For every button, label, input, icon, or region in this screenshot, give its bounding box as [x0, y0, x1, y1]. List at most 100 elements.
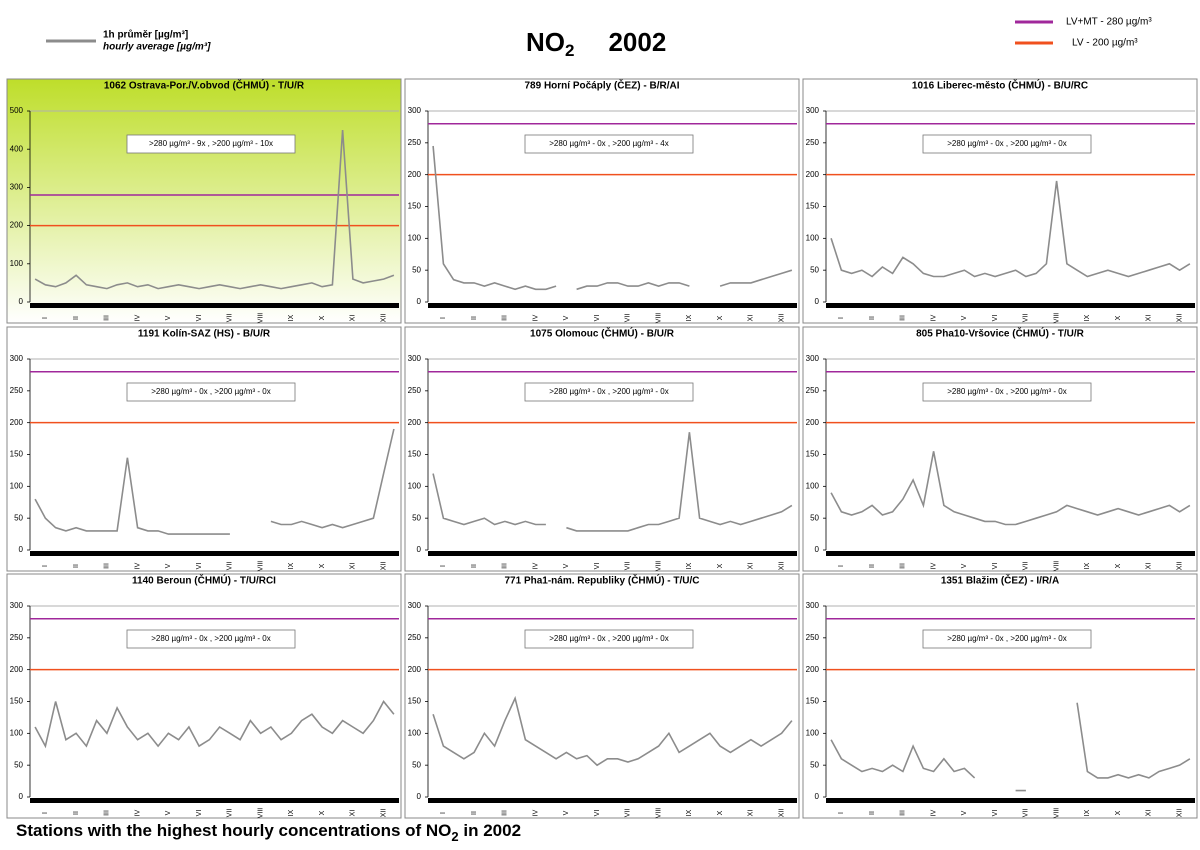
x-tick-label: III	[104, 810, 111, 816]
x-axis-bar	[826, 303, 1195, 308]
annotation: >280 µg/m³ - 0x , >200 µg/m³ - 0x	[549, 634, 669, 643]
x-tick-label: III	[900, 563, 907, 569]
y-tick-label: 300	[806, 354, 820, 363]
y-tick-label: 0	[417, 792, 422, 801]
x-tick-label: IX	[1084, 562, 1091, 569]
x-tick-label: XI	[1146, 563, 1153, 570]
x-tick-label: IV	[134, 809, 141, 816]
x-tick-label: XII	[380, 314, 387, 323]
y-tick-label: 100	[806, 728, 820, 737]
y-tick-label: 300	[10, 183, 24, 192]
y-tick-label: 100	[806, 481, 820, 490]
panel-title: 771 Pha1-nám. Republiky (ČHMÚ) - T/U/C	[504, 574, 699, 587]
x-tick-label: II	[73, 564, 80, 568]
x-tick-label: V	[961, 563, 968, 568]
y-tick-label: 0	[19, 297, 24, 306]
x-tick-label: V	[165, 315, 172, 320]
x-tick-label: V	[563, 810, 570, 815]
x-tick-label: I	[42, 812, 49, 814]
x-axis-bar	[826, 798, 1195, 803]
x-tick-label: IX	[686, 562, 693, 569]
y-tick-label: 100	[10, 728, 24, 737]
x-tick-label: VI	[992, 315, 999, 322]
annotation-box	[126, 629, 296, 649]
x-tick-label: V	[961, 315, 968, 320]
legend-label: hourly average [µg/m³]	[103, 42, 211, 53]
y-tick-label: 150	[806, 202, 820, 211]
y-tick-label: 250	[10, 386, 24, 395]
y-tick-label: 200	[408, 665, 422, 674]
x-tick-label: I	[838, 317, 845, 319]
footer-main: Stations with the highest hourly concent…	[16, 821, 451, 840]
x-tick-label: III	[502, 810, 509, 816]
annotation: >280 µg/m³ - 0x , >200 µg/m³ - 0x	[947, 139, 1067, 148]
y-tick-label: 150	[10, 697, 24, 706]
x-tick-label: X	[319, 563, 326, 568]
panel-title: 789 Horní Počáply (ČEZ) - B/R/AI	[524, 79, 679, 92]
x-tick-label: II	[869, 811, 876, 815]
y-tick-label: 150	[10, 450, 24, 459]
y-tick-label: 150	[806, 450, 820, 459]
x-tick-label: IX	[1084, 314, 1091, 321]
y-tick-label: 150	[408, 450, 422, 459]
x-tick-label: IV	[532, 562, 539, 569]
x-tick-label: XI	[1146, 315, 1153, 322]
x-tick-label: IV	[532, 809, 539, 816]
panel	[404, 78, 800, 324]
y-tick-label: 0	[19, 792, 24, 801]
x-tick-label: VI	[594, 810, 601, 817]
x-tick-label: VIII	[1053, 561, 1060, 572]
y-tick-label: 100	[10, 481, 24, 490]
y-tick-label: 300	[10, 601, 24, 610]
x-tick-label: XI	[350, 810, 357, 817]
data-line	[34, 428, 395, 535]
annotation-box	[524, 629, 694, 649]
x-tick-label: IV	[134, 562, 141, 569]
x-axis-bar	[30, 551, 399, 556]
panel	[404, 326, 800, 572]
title-sub: 2	[565, 41, 574, 60]
x-tick-label: X	[1115, 563, 1122, 568]
x-tick-label: III	[900, 315, 907, 321]
x-tick-label: I	[42, 565, 49, 567]
annotation: >280 µg/m³ - 0x , >200 µg/m³ - 0x	[947, 387, 1067, 396]
x-tick-label: XII	[380, 562, 387, 571]
x-axis-bar	[30, 303, 399, 308]
panel	[6, 573, 402, 819]
x-tick-label: III	[502, 315, 509, 321]
legend-label: 1h průměr [µg/m³]	[103, 29, 188, 41]
annotation: >280 µg/m³ - 9x , >200 µg/m³ - 10x	[149, 139, 273, 148]
x-tick-label: II	[471, 316, 478, 320]
annotation-box	[922, 629, 1092, 649]
main-title: NO2 2002	[526, 27, 666, 61]
x-tick-label: V	[563, 563, 570, 568]
x-tick-label: VII	[625, 562, 632, 571]
panel-title: 1016 Liberec-město (ČHMÚ) - B/U/RC	[912, 79, 1088, 92]
x-tick-label: VI	[594, 315, 601, 322]
x-tick-label: VII	[227, 809, 234, 818]
y-tick-label: 50	[412, 760, 421, 769]
x-tick-label: I	[838, 812, 845, 814]
x-tick-label: IV	[134, 314, 141, 321]
x-tick-label: IX	[288, 314, 295, 321]
y-tick-label: 200	[806, 170, 820, 179]
x-tick-label: III	[104, 563, 111, 569]
x-tick-label: X	[1115, 315, 1122, 320]
panel	[802, 573, 1198, 819]
x-tick-label: IV	[532, 314, 539, 321]
x-tick-label: VI	[992, 563, 999, 570]
y-tick-label: 250	[408, 138, 422, 147]
y-tick-label: 100	[10, 259, 24, 268]
y-tick-label: 300	[408, 601, 422, 610]
y-tick-label: 200	[10, 665, 24, 674]
y-tick-label: 100	[806, 233, 820, 242]
panel-title: 1351 Blažim (ČEZ) - I/R/A	[941, 574, 1059, 587]
x-tick-label: VII	[1023, 314, 1030, 323]
x-tick-label: II	[471, 811, 478, 815]
data-line	[830, 180, 1191, 278]
annotation-box	[126, 382, 296, 402]
x-axis-bar	[428, 303, 797, 308]
x-tick-label: VII	[1023, 809, 1030, 818]
x-tick-label: II	[869, 316, 876, 320]
